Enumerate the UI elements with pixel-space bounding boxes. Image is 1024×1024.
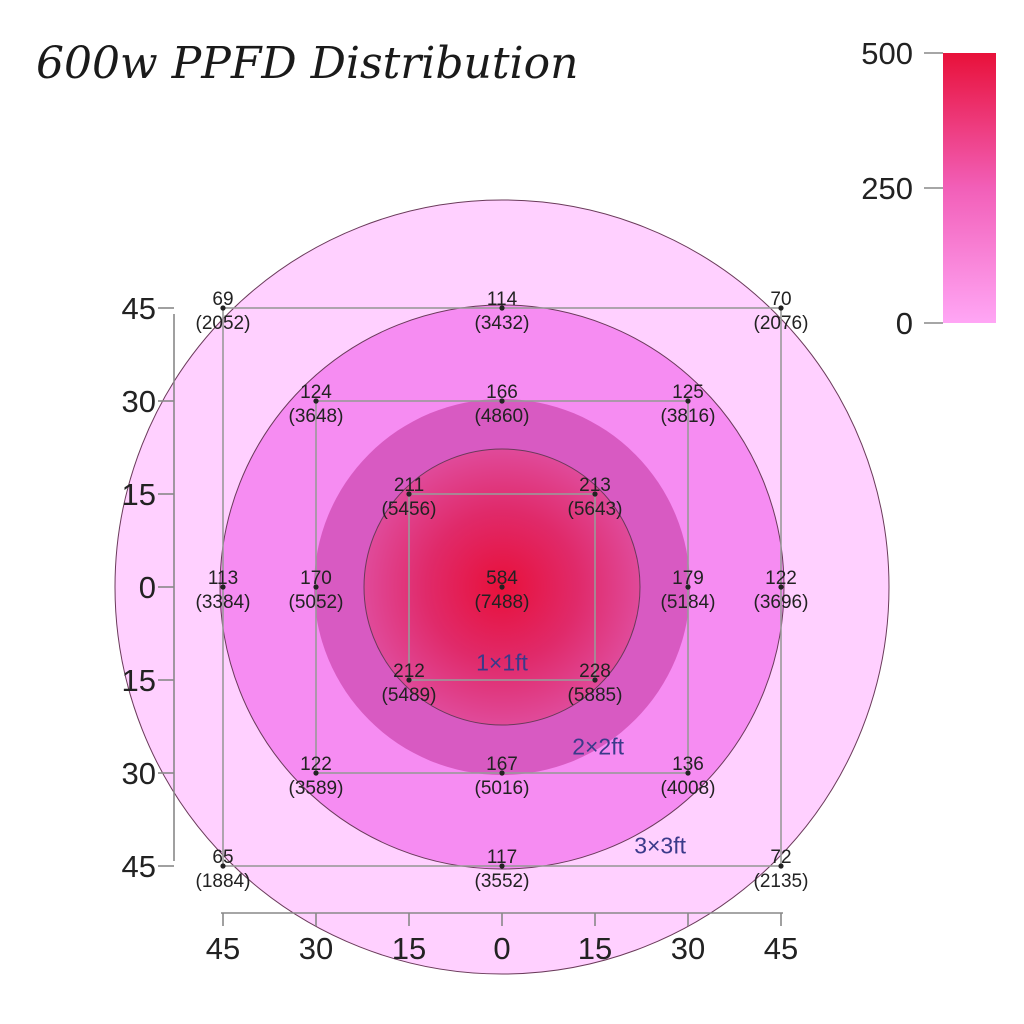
chart-title: 600w PPFD Distribution	[36, 38, 578, 89]
secondary-value-label: (3384)	[196, 592, 251, 613]
ppfd-value-label: 125	[672, 382, 704, 403]
measurement-dot	[220, 305, 226, 311]
ppfd-value-label: 170	[300, 568, 332, 589]
secondary-value-label: (3648)	[289, 406, 344, 427]
y-tick-label: 0	[139, 570, 156, 605]
measurement-dot	[778, 584, 784, 590]
ppfd-value-label: 166	[486, 382, 518, 403]
ppfd-value-label: 212	[393, 661, 425, 682]
secondary-value-label: (3552)	[475, 871, 530, 892]
secondary-value-label: (4008)	[661, 778, 716, 799]
y-tick-label: 45	[122, 291, 156, 326]
colorbar-tick-label: 0	[896, 306, 913, 341]
measurement-dot	[313, 398, 319, 404]
colorbar: 500 250 0	[861, 36, 996, 341]
ppfd-value-label: 122	[765, 568, 797, 589]
secondary-value-label: (5456)	[382, 499, 437, 520]
ppfd-value-label: 228	[579, 661, 611, 682]
y-tick-label: 45	[122, 849, 156, 884]
measurement-dot	[685, 398, 691, 404]
measurement-dot	[778, 863, 784, 869]
box-1x1ft	[408, 493, 596, 681]
secondary-value-label: (5184)	[661, 592, 716, 613]
measurement-dot	[499, 584, 505, 590]
ppfd-value-label: 114	[487, 289, 518, 310]
secondary-value-label: (2135)	[754, 871, 809, 892]
measurement-points: 69 (2052) 114 (3432) 70 (2076) 124 (3648) 166 (48…	[196, 289, 809, 892]
x-axis: 45 30 15 0 15 30 45	[206, 912, 798, 966]
measurement-dot	[499, 863, 505, 869]
ppfd-value-label: 213	[579, 475, 611, 496]
x-tick-label: 0	[493, 931, 510, 966]
secondary-value-label: (5885)	[568, 685, 623, 706]
y-tick-label: 15	[122, 477, 156, 512]
ppfd-value-label: 113	[208, 568, 238, 589]
secondary-value-label: (1884)	[196, 871, 251, 892]
x-tick-label: 15	[392, 931, 426, 966]
measurement-dot	[778, 305, 784, 311]
measurement-dot	[406, 677, 412, 683]
x-tick-label: 15	[578, 931, 612, 966]
measurement-dot	[499, 770, 505, 776]
secondary-value-label: (3696)	[754, 592, 809, 613]
secondary-value-label: (4860)	[475, 406, 530, 427]
ppfd-value-label: 70	[770, 289, 791, 310]
x-tick-label: 30	[299, 931, 333, 966]
secondary-value-label: (5643)	[568, 499, 623, 520]
box-label-1x1ft: 1×1ft	[476, 650, 528, 676]
colorbar-tick-label: 250	[861, 171, 913, 206]
measurement-dot	[220, 584, 226, 590]
secondary-value-label: (2076)	[754, 313, 809, 334]
secondary-value-label: (2052)	[196, 313, 251, 334]
secondary-value-label: (3816)	[661, 406, 716, 427]
measurement-dot	[313, 770, 319, 776]
box-label-3x3ft: 3×3ft	[634, 833, 686, 859]
ppfd-value-label: 211	[394, 475, 424, 496]
y-tick-label: 30	[122, 756, 156, 791]
box-label-2x2ft: 2×2ft	[572, 733, 624, 759]
y-tick-label: 30	[122, 384, 156, 419]
ppfd-value-label: 69	[212, 289, 233, 310]
ppfd-value-label: 122	[300, 754, 332, 775]
secondary-value-label: (5016)	[475, 778, 530, 799]
secondary-value-label: (5052)	[289, 592, 344, 613]
measurement-dot	[220, 863, 226, 869]
measurement-dot	[499, 305, 505, 311]
ppfd-value-label: 72	[770, 847, 791, 868]
colorbar-gradient	[943, 53, 996, 323]
secondary-value-label: (5489)	[382, 685, 437, 706]
measurement-dot	[685, 770, 691, 776]
measurement-dot	[406, 491, 412, 497]
y-axis: 45 30 15 0 15 30 45	[122, 291, 175, 884]
ppfd-value-label: 167	[486, 754, 518, 775]
measurement-dot	[685, 584, 691, 590]
ppfd-value-label: 179	[672, 568, 704, 589]
x-tick-label: 45	[764, 931, 798, 966]
ppfd-value-label: 117	[487, 847, 517, 868]
secondary-value-label: (3432)	[475, 313, 530, 334]
ppfd-value-label: 65	[212, 847, 233, 868]
y-tick-label: 15	[122, 663, 156, 698]
measurement-dot	[592, 677, 598, 683]
measurement-dot	[592, 491, 598, 497]
ppfd-value-label: 136	[672, 754, 704, 775]
measurement-dot	[499, 398, 505, 404]
colorbar-tick-label: 500	[861, 36, 913, 71]
x-tick-label: 30	[671, 931, 705, 966]
secondary-value-label: (7488)	[475, 592, 530, 613]
ppfd-value-label: 584	[486, 568, 518, 589]
measurement-dot	[313, 584, 319, 590]
x-tick-label: 45	[206, 931, 240, 966]
secondary-value-label: (3589)	[289, 778, 344, 799]
ppfd-value-label: 124	[300, 382, 332, 403]
